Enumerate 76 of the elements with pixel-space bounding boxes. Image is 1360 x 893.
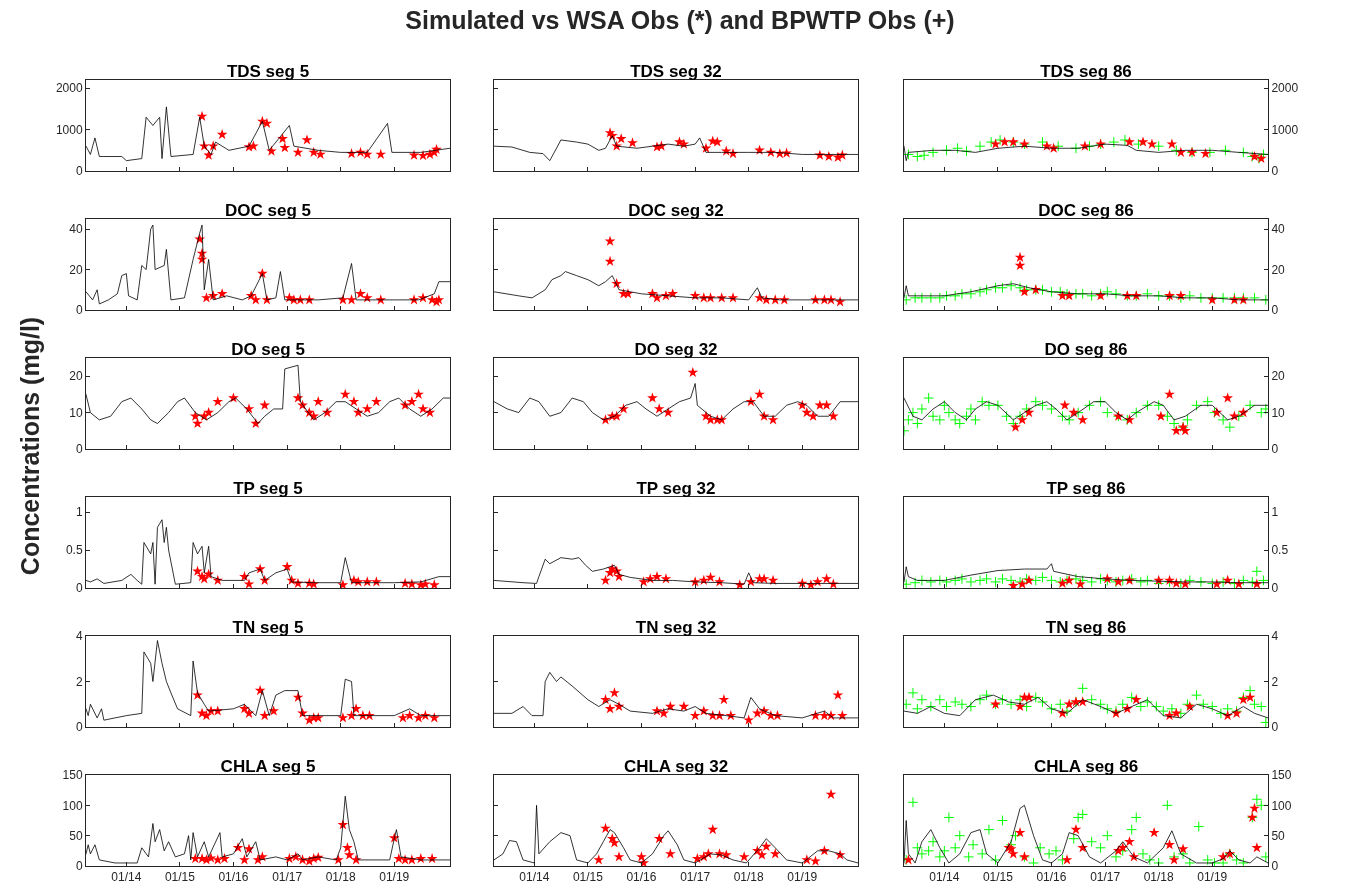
x-tick-label: 01/17 [1090, 870, 1121, 885]
y-tick-label: 40 [69, 222, 83, 237]
y-tick-label: 20 [1271, 262, 1286, 277]
y-tick-label: 100 [1271, 798, 1292, 813]
chart-title: DOC seg 86 [1038, 201, 1134, 220]
y-tick-label: 0.5 [1271, 543, 1289, 558]
y-tick-label: 0 [1271, 164, 1279, 179]
y-tick-label: 100 [62, 798, 83, 813]
chart-title: TN seg 32 [635, 618, 717, 637]
x-tick-label: 01/19 [379, 870, 410, 885]
y-tick-label: 0 [1271, 442, 1279, 457]
y-tick-label: 40 [1271, 222, 1286, 237]
y-tick-label: 150 [62, 768, 83, 783]
chart-title: DO seg 32 [634, 340, 718, 359]
chart-title: TDS seg 32 [630, 62, 722, 81]
x-tick-label: 01/19 [1197, 870, 1228, 885]
y-tick-label: 20 [1271, 369, 1286, 384]
y-tick-label: 0 [1271, 720, 1279, 735]
y-tick-label: 50 [1271, 828, 1286, 843]
y-tick-label: 1 [1271, 505, 1279, 520]
chart-title: CHLA seg 5 [220, 757, 316, 776]
y-tick-label: 0 [75, 303, 83, 318]
chart-title: TDS seg 5 [226, 62, 310, 81]
y-tick-label: 4 [75, 629, 83, 644]
y-tick-label: 0.5 [65, 543, 83, 558]
y-tick-label: 0 [75, 581, 83, 596]
y-tick-label: 2 [1271, 674, 1279, 689]
chart-title: TP seg 86 [1046, 479, 1126, 498]
y-tick-label: 20 [69, 369, 83, 384]
text: Simulated vs WSA Obs (*) and BPWTP Obs (+) [404, 6, 956, 35]
x-tick-label: 01/15 [164, 870, 196, 885]
x-tick-label: 01/15 [572, 870, 604, 885]
y-tick-label: 150 [1271, 768, 1292, 783]
y-tick-label: 2000 [55, 81, 83, 96]
y-tick-label: 0 [1271, 303, 1279, 318]
y-axis-title: Concentrations (mg/l) [15, 316, 45, 576]
chart-title: DO seg 5 [231, 340, 305, 359]
y-tick-label: 2000 [1271, 81, 1299, 96]
x-tick-label: 01/17 [272, 870, 303, 885]
x-tick-label: 01/18 [1143, 870, 1175, 885]
chart-title: DO seg 86 [1044, 340, 1128, 359]
x-tick-label: 01/14 [929, 870, 960, 885]
y-tick-label: 50 [69, 828, 83, 843]
y-tick-label: 1000 [1271, 122, 1299, 137]
y-tick-label: 20 [69, 262, 83, 277]
x-tick-label: 01/14 [519, 870, 550, 885]
chart-title: DOC seg 32 [628, 201, 724, 220]
x-tick-label: 01/16 [626, 870, 657, 885]
y-tick-label: 1 [75, 505, 83, 520]
x-tick-label: 01/15 [982, 870, 1014, 885]
y-tick-label: 0 [1271, 859, 1279, 874]
chart-title: DOC seg 5 [225, 201, 311, 220]
y-tick-label: 0 [1271, 581, 1279, 596]
chart-title: TP seg 5 [233, 479, 303, 498]
y-tick-label: 10 [69, 405, 83, 420]
y-tick-label: 0 [75, 720, 83, 735]
chart-title: TN seg 5 [232, 618, 304, 637]
x-tick-label: 01/18 [325, 870, 357, 885]
x-tick-label: 01/14 [111, 870, 142, 885]
x-tick-label: 01/19 [787, 870, 818, 885]
x-tick-label: 01/18 [733, 870, 765, 885]
x-tick-label: 01/16 [218, 870, 249, 885]
y-tick-label: 0 [75, 442, 83, 457]
y-tick-label: 0 [75, 859, 83, 874]
y-tick-label: 0 [75, 164, 83, 179]
chart-title: TN seg 86 [1045, 618, 1127, 637]
chart-title: TP seg 32 [636, 479, 716, 498]
chart-title: CHLA seg 86 [1033, 757, 1139, 776]
chart-title: CHLA seg 32 [623, 757, 729, 776]
x-tick-label: 01/17 [680, 870, 711, 885]
y-tick-label: 4 [1271, 629, 1279, 644]
x-tick-label: 01/16 [1036, 870, 1067, 885]
chart-title: TDS seg 86 [1040, 62, 1132, 81]
y-tick-label: 2 [75, 674, 83, 689]
y-tick-label: 10 [1271, 405, 1286, 420]
y-tick-label: 1000 [55, 122, 83, 137]
